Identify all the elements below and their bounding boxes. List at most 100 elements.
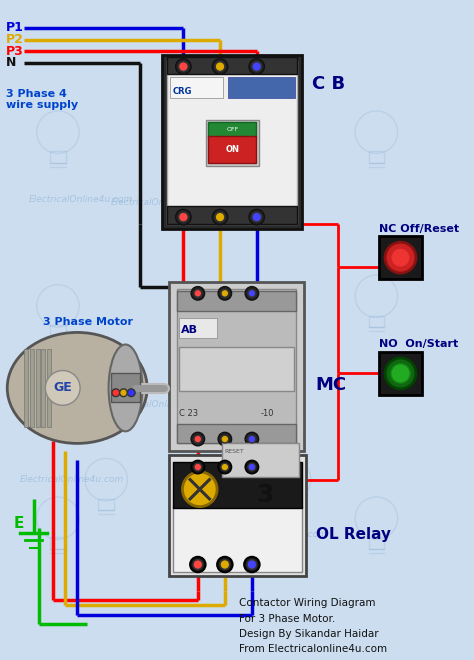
- Circle shape: [212, 209, 228, 225]
- Text: ElectricalOnline4u.com: ElectricalOnline4u.com: [183, 562, 288, 571]
- Circle shape: [212, 59, 228, 75]
- Circle shape: [218, 286, 232, 300]
- Text: MC: MC: [316, 376, 346, 394]
- FancyBboxPatch shape: [36, 349, 39, 426]
- Text: ElectricalOnline4u.: ElectricalOnline4u.: [111, 400, 196, 409]
- Text: Contactor Wiring Diagram: Contactor Wiring Diagram: [239, 598, 376, 608]
- Circle shape: [176, 209, 191, 225]
- FancyBboxPatch shape: [173, 506, 302, 572]
- FancyBboxPatch shape: [209, 136, 256, 163]
- Circle shape: [221, 435, 229, 443]
- Text: For 3 Phase Motor.: For 3 Phase Motor.: [239, 614, 336, 624]
- Circle shape: [179, 213, 188, 222]
- FancyBboxPatch shape: [179, 347, 294, 391]
- Text: RESET: RESET: [225, 449, 245, 453]
- Circle shape: [221, 290, 229, 297]
- Circle shape: [215, 213, 225, 222]
- Text: GE: GE: [54, 381, 72, 395]
- Circle shape: [245, 460, 259, 474]
- Text: 3: 3: [257, 483, 274, 508]
- Circle shape: [194, 435, 202, 443]
- Text: From Electricalonline4u.com: From Electricalonline4u.com: [239, 644, 387, 655]
- Text: -10: -10: [261, 409, 274, 418]
- FancyBboxPatch shape: [177, 292, 296, 311]
- FancyBboxPatch shape: [167, 57, 297, 75]
- Ellipse shape: [7, 333, 147, 444]
- Circle shape: [385, 358, 416, 389]
- FancyBboxPatch shape: [169, 282, 304, 451]
- FancyBboxPatch shape: [111, 374, 140, 403]
- FancyBboxPatch shape: [167, 207, 297, 224]
- Circle shape: [248, 290, 256, 297]
- Text: OFF: OFF: [227, 127, 239, 132]
- Circle shape: [190, 557, 206, 572]
- Circle shape: [245, 286, 259, 300]
- Text: E: E: [14, 515, 24, 531]
- Text: CRG: CRG: [173, 87, 192, 96]
- Text: ElectricalOnline4u.com: ElectricalOnline4u.com: [183, 475, 288, 484]
- FancyBboxPatch shape: [206, 119, 259, 166]
- Circle shape: [119, 389, 128, 397]
- FancyBboxPatch shape: [179, 318, 217, 338]
- Circle shape: [391, 364, 410, 383]
- Text: N: N: [6, 56, 16, 69]
- Text: ON: ON: [226, 145, 239, 154]
- Text: ricalOnline4u.com: ricalOnline4u.com: [246, 531, 328, 539]
- Text: ElectricalOnline4u.com: ElectricalOnline4u.com: [193, 195, 297, 204]
- Circle shape: [194, 290, 202, 297]
- FancyBboxPatch shape: [30, 349, 34, 426]
- FancyBboxPatch shape: [173, 461, 302, 508]
- Circle shape: [191, 460, 205, 474]
- FancyBboxPatch shape: [177, 290, 296, 443]
- Circle shape: [128, 389, 135, 397]
- Text: P2: P2: [6, 33, 24, 46]
- FancyBboxPatch shape: [222, 444, 299, 477]
- Circle shape: [194, 463, 202, 471]
- Text: 3 Phase Motor: 3 Phase Motor: [44, 317, 133, 327]
- Circle shape: [247, 560, 257, 570]
- Text: NO  On/Start: NO On/Start: [379, 339, 458, 350]
- FancyBboxPatch shape: [177, 424, 296, 443]
- FancyBboxPatch shape: [169, 455, 306, 576]
- Circle shape: [252, 213, 262, 222]
- Circle shape: [217, 557, 233, 572]
- FancyBboxPatch shape: [228, 77, 295, 98]
- Text: P3: P3: [6, 45, 24, 57]
- Text: OL Relay: OL Relay: [316, 527, 391, 542]
- Circle shape: [191, 432, 205, 446]
- Circle shape: [252, 62, 262, 71]
- Circle shape: [191, 286, 205, 300]
- Circle shape: [218, 460, 232, 474]
- Text: ElectricalOnline4u.: ElectricalOnline4u.: [111, 197, 196, 207]
- Circle shape: [193, 560, 203, 570]
- Text: C B: C B: [312, 75, 345, 93]
- Circle shape: [248, 463, 256, 471]
- Text: C 23: C 23: [179, 409, 198, 418]
- Circle shape: [245, 432, 259, 446]
- FancyBboxPatch shape: [170, 77, 223, 98]
- FancyBboxPatch shape: [162, 55, 302, 228]
- Circle shape: [182, 472, 217, 507]
- Circle shape: [249, 59, 264, 75]
- Circle shape: [248, 435, 256, 443]
- Circle shape: [112, 389, 119, 397]
- Circle shape: [385, 242, 416, 273]
- Text: 3 Phase 4
wire supply: 3 Phase 4 wire supply: [6, 88, 78, 110]
- Ellipse shape: [109, 345, 142, 432]
- Text: ElectricalOnline4u.com: ElectricalOnline4u.com: [183, 350, 288, 358]
- FancyBboxPatch shape: [379, 236, 422, 279]
- Circle shape: [220, 560, 230, 570]
- Text: ElectricalOnline4u.com: ElectricalOnline4u.com: [19, 369, 124, 378]
- Text: NC Off/Reset: NC Off/Reset: [379, 224, 459, 234]
- Circle shape: [46, 370, 80, 405]
- Text: ElectricalOnline4u.com: ElectricalOnline4u.com: [29, 195, 133, 204]
- Circle shape: [176, 59, 191, 75]
- Circle shape: [221, 463, 229, 471]
- Circle shape: [179, 62, 188, 71]
- Text: AB: AB: [182, 325, 199, 335]
- FancyBboxPatch shape: [209, 121, 256, 137]
- Text: Design By Sikandar Haidar: Design By Sikandar Haidar: [239, 629, 379, 639]
- Circle shape: [244, 557, 260, 572]
- Text: ElectricalOnline4u.com: ElectricalOnline4u.com: [19, 475, 124, 484]
- Circle shape: [249, 209, 264, 225]
